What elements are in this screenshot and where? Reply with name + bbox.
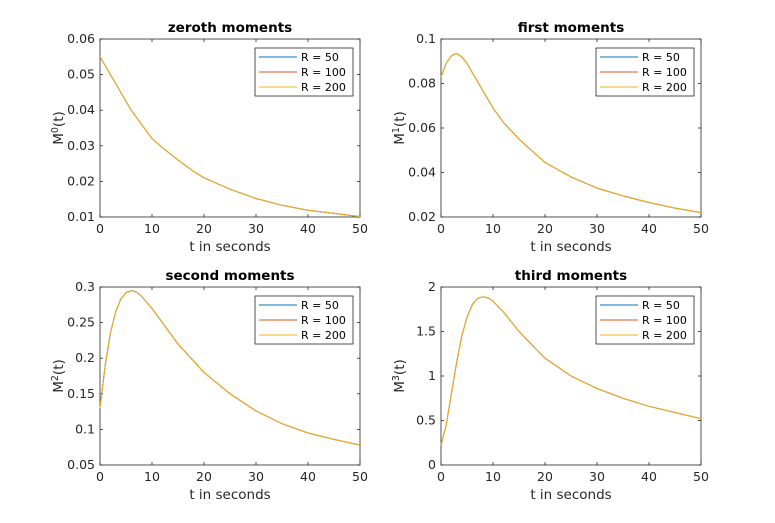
legend-label: R = 200: [642, 329, 687, 342]
x-axis-label: t in seconds: [530, 239, 611, 255]
panel-title: zeroth moments: [168, 20, 292, 36]
y-label-base: M: [392, 133, 408, 145]
x-tick-label: 50: [693, 469, 709, 484]
y-label-suffix: (t): [51, 111, 67, 127]
legend-label: R = 50: [301, 51, 339, 64]
y-tick-label: 0.04: [67, 102, 95, 117]
series-line-r200: [440, 296, 702, 446]
legend: R = 50 R = 100 R = 200: [595, 47, 695, 97]
x-tick-label: 10: [144, 221, 160, 236]
x-tick-label: 0: [96, 469, 104, 484]
y-label-suffix: (t): [51, 359, 67, 375]
y-tick-label: 0.05: [67, 67, 95, 82]
x-tick-label: 10: [144, 469, 160, 484]
panel-title: second moments: [165, 268, 294, 284]
legend-label: R = 200: [301, 81, 346, 94]
legend-label: R = 100: [642, 314, 687, 327]
x-tick-label: 0: [437, 469, 445, 484]
y-tick-label: 0.02: [67, 173, 95, 188]
series-line-r200: [440, 52, 702, 214]
y-label-sup: 2: [50, 375, 61, 381]
x-tick-label: 20: [196, 469, 212, 484]
y-tick-label: 1.5: [416, 324, 436, 339]
legend-label: R = 200: [642, 81, 687, 94]
y-label-base: M: [51, 381, 67, 393]
x-tick-label: 40: [300, 221, 316, 236]
y-label-suffix: (t): [392, 111, 408, 127]
y-axis-label: M1(t): [391, 111, 408, 145]
x-tick-label: 30: [248, 469, 264, 484]
y-tick-label: 0.1: [416, 31, 436, 46]
x-tick-label: 10: [485, 469, 501, 484]
panel-title: third moments: [515, 268, 627, 284]
panel-2: 0 10 20 30 40 50 0.05 0.1 0.15 0.2 0.25 0.3 second m…: [50, 268, 368, 503]
y-tick-label: 0.25: [67, 315, 95, 330]
legend-label: R = 50: [301, 299, 339, 312]
legend-label: R = 50: [642, 51, 680, 64]
x-axis-label: t in seconds: [189, 239, 270, 255]
y-tick-label: 0.03: [67, 138, 95, 153]
x-axis-label: t in seconds: [189, 487, 270, 503]
x-tick-label: 40: [300, 469, 316, 484]
y-tick-label: 0.15: [67, 386, 95, 401]
x-tick-label: 30: [589, 221, 605, 236]
y-tick-label: 0.3: [75, 279, 95, 294]
legend: R = 50 R = 100 R = 200: [254, 295, 354, 345]
x-tick-label: 50: [352, 469, 368, 484]
y-label-base: M: [392, 381, 408, 393]
x-tick-label: 40: [641, 221, 657, 236]
series-line-r200: [99, 290, 361, 446]
x-tick-label: 0: [437, 221, 445, 236]
x-tick-label: 40: [641, 469, 657, 484]
x-tick-label: 20: [537, 221, 553, 236]
y-tick-label: 0.08: [408, 76, 436, 91]
panel-0: 0 10 20 30 40 50 0.01 0.02 0.03 0.04 0.05 0.06 zerot…: [50, 20, 368, 255]
panel-title: first moments: [518, 20, 625, 36]
y-tick-label: 0.2: [75, 350, 95, 365]
legend-label: R = 50: [642, 299, 680, 312]
panel-3: 0 10 20 30 40 50 0 0.5 1 1.5 2 third moments t in se…: [391, 268, 709, 503]
legend-label: R = 100: [301, 314, 346, 327]
y-tick-label: 0.06: [67, 31, 95, 46]
x-tick-label: 50: [352, 221, 368, 236]
y-tick-label: 0.1: [75, 421, 95, 436]
y-tick-label: 0.06: [408, 120, 436, 135]
x-tick-label: 10: [485, 221, 501, 236]
x-tick-label: 30: [589, 469, 605, 484]
y-label-base: M: [51, 133, 67, 145]
y-label-sup: 3: [391, 375, 402, 381]
legend: R = 50 R = 100 R = 200: [595, 295, 695, 345]
y-tick-label: 0.05: [67, 457, 95, 472]
y-tick-label: 2: [428, 279, 436, 294]
x-tick-label: 20: [537, 469, 553, 484]
y-axis-label: M3(t): [391, 359, 408, 393]
legend-label: R = 200: [301, 329, 346, 342]
x-tick-label: 30: [248, 221, 264, 236]
y-tick-label: 0.04: [408, 165, 436, 180]
x-tick-label: 20: [196, 221, 212, 236]
y-label-sup: 1: [391, 127, 402, 133]
x-axis-label: t in seconds: [530, 487, 611, 503]
legend: R = 50 R = 100 R = 200: [254, 47, 354, 97]
y-label-sup: 0: [50, 127, 61, 133]
y-axis-label: M0(t): [50, 111, 67, 145]
y-tick-label: 0.5: [416, 413, 436, 428]
x-tick-label: 50: [693, 221, 709, 236]
y-tick-label: 0.01: [67, 209, 95, 224]
y-tick-label: 1: [428, 368, 436, 383]
legend-label: R = 100: [642, 66, 687, 79]
legend-label: R = 100: [301, 66, 346, 79]
x-tick-label: 0: [96, 221, 104, 236]
y-tick-label: 0: [428, 457, 436, 472]
y-label-suffix: (t): [392, 359, 408, 375]
y-axis-label: M2(t): [50, 359, 67, 393]
panel-1: 0 10 20 30 40 50 0.02 0.04 0.06 0.08 0.1 first mome…: [391, 20, 709, 255]
y-tick-label: 0.02: [408, 209, 436, 224]
series-line-r200: [99, 56, 361, 218]
